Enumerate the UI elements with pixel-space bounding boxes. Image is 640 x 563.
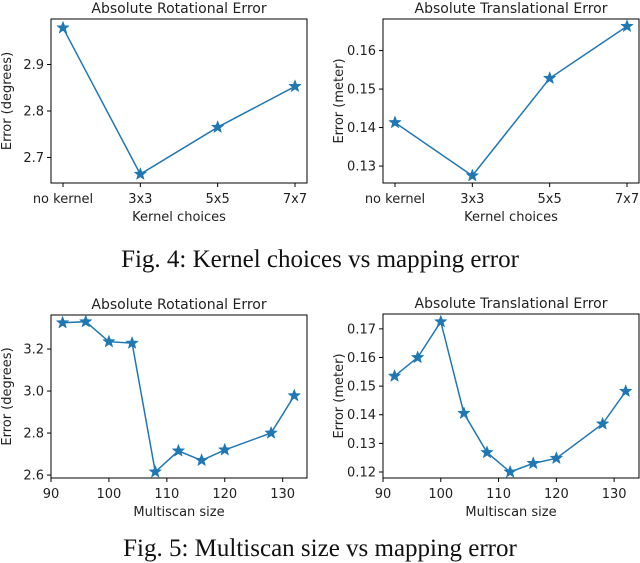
y-tick-label: 3.0: [23, 385, 44, 400]
data-point-star: [542, 71, 557, 85]
x-tick-label: 3x3: [460, 192, 484, 207]
x-tick-label: 120: [212, 487, 237, 502]
y-tick-label: 0.12: [347, 465, 376, 480]
y-tick-label: 0.15: [347, 83, 376, 98]
data-point-star: [125, 335, 139, 349]
data-point-star: [217, 442, 232, 456]
x-tick-label: 3x3: [128, 192, 152, 207]
y-tick-label: 0.15: [347, 380, 376, 395]
y-tick-label: 0.14: [347, 408, 376, 423]
x-tick-label: 7x7: [615, 192, 639, 207]
y-tick-label: 0.13: [347, 160, 376, 175]
chart-title: Absolute Rotational Error: [91, 297, 266, 313]
data-point-star: [194, 453, 209, 467]
axes-frame: [382, 313, 640, 479]
x-tick-label: 90: [375, 487, 392, 502]
x-tick-label: 110: [486, 487, 511, 502]
data-point-star: [210, 120, 225, 134]
chart-title: Absolute Translational Error: [415, 1, 608, 17]
data-point-star: [148, 464, 163, 478]
data-point-star: [264, 425, 278, 439]
y-tick-label: 2.8: [23, 427, 44, 442]
y-axis-label: Error (degrees): [0, 347, 15, 445]
chart-title: Absolute Rotational Error: [91, 1, 266, 17]
axes-frame: [382, 18, 640, 184]
data-point-star: [133, 166, 148, 181]
y-tick-label: 2.7: [23, 151, 44, 166]
x-tick-label: 110: [154, 487, 179, 502]
x-tick-label: no kernel: [33, 192, 93, 207]
x-tick-label: no kernel: [365, 192, 425, 207]
data-point-star: [287, 388, 302, 402]
data-point-star: [410, 350, 425, 364]
y-tick-label: 2.6: [23, 469, 44, 484]
y-axis-label: Error (degrees): [0, 52, 15, 150]
data-point-star: [78, 314, 93, 328]
axes-frame: [50, 18, 308, 184]
data-point-star: [465, 168, 480, 182]
data-point-star: [595, 416, 610, 430]
x-tick-label: 5x5: [538, 192, 562, 207]
data-point-star: [433, 314, 448, 328]
series-line: [62, 27, 296, 176]
data-point-star: [288, 79, 302, 93]
data-point-star: [102, 334, 116, 348]
x-tick-label: 130: [602, 487, 627, 502]
x-tick-label: 130: [270, 487, 295, 502]
y-axis-label: Error (meter): [332, 58, 347, 143]
series-line: [394, 319, 627, 473]
x-tick-label: 7x7: [283, 192, 307, 207]
data-point-star: [503, 464, 517, 478]
data-point-star: [526, 456, 541, 470]
data-point-star: [549, 451, 564, 465]
x-axis-label: Multiscan size: [133, 505, 224, 520]
x-axis-label: Kernel choices: [464, 210, 558, 225]
data-point-star: [457, 406, 471, 420]
data-point-star: [480, 445, 494, 459]
y-tick-label: 0.14: [347, 121, 376, 136]
data-point-star: [56, 20, 70, 34]
y-tick-label: 0.13: [347, 437, 376, 452]
y-tick-label: 0.16: [347, 351, 376, 366]
y-tick-label: 3.2: [23, 343, 44, 358]
data-point-star: [55, 315, 70, 329]
y-tick-label: 0.16: [347, 44, 376, 59]
x-axis-label: Kernel choices: [132, 210, 226, 225]
x-tick-label: 120: [544, 487, 569, 502]
data-point-star: [618, 384, 633, 398]
x-tick-label: 90: [43, 487, 60, 502]
figure-charts: Absolute Rotational Error 2.7 2.8 2.9 no ker…: [0, 1, 640, 520]
data-point-star: [620, 19, 634, 33]
data-point-star: [171, 443, 186, 457]
data-point-star: [387, 368, 402, 382]
figure-5-caption: Fig. 5: Multiscan size vs mapping error: [123, 535, 517, 562]
x-axis-label: Multiscan size: [465, 505, 556, 520]
x-tick-label: 100: [97, 487, 122, 502]
data-point-star: [388, 115, 402, 129]
x-tick-label: 100: [428, 487, 453, 502]
y-tick-label: 2.8: [23, 104, 44, 119]
chart-title: Absolute Translational Error: [415, 296, 608, 312]
series-line: [62, 320, 295, 474]
y-tick-label: 0.17: [347, 322, 376, 337]
y-axis-label: Error (meter): [332, 353, 347, 438]
series-line: [394, 25, 628, 177]
figure-4-caption: Fig. 4: Kernel choices vs mapping error: [121, 246, 519, 273]
y-tick-label: 2.9: [23, 58, 44, 73]
x-tick-label: 5x5: [206, 192, 230, 207]
axes-frame: [50, 314, 308, 479]
